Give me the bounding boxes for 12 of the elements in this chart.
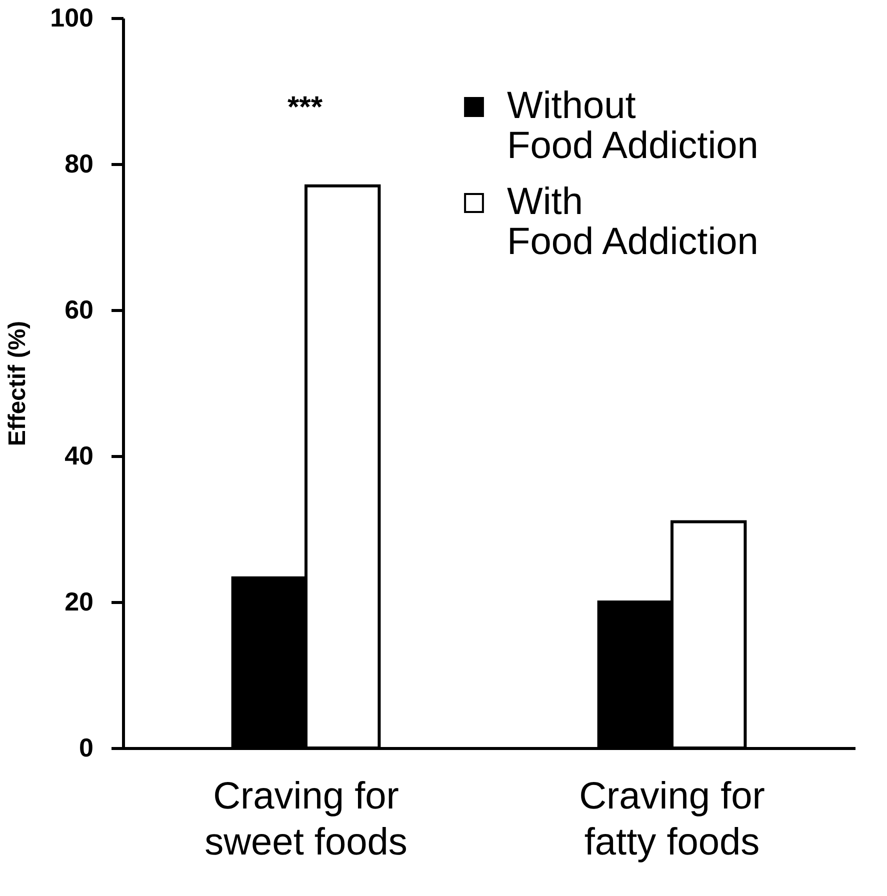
legend-label: Without Food Addiction	[507, 85, 758, 167]
x-tick-label: Craving for sweet foods	[204, 776, 408, 864]
y-axis-title: Effectif (%)	[4, 320, 32, 446]
y-tick-label: 60	[64, 294, 94, 324]
legend-label: With Food Addiction	[507, 181, 758, 263]
y-tick-label: 100	[50, 2, 94, 32]
y-tick-label: 80	[64, 148, 94, 178]
y-tick-label: 40	[64, 440, 94, 470]
x-tick-label: Craving for fatty foods	[579, 776, 766, 864]
y-tick-label: 20	[64, 586, 94, 616]
y-tick-label: 0	[79, 732, 94, 762]
annotation: ***	[287, 91, 323, 124]
